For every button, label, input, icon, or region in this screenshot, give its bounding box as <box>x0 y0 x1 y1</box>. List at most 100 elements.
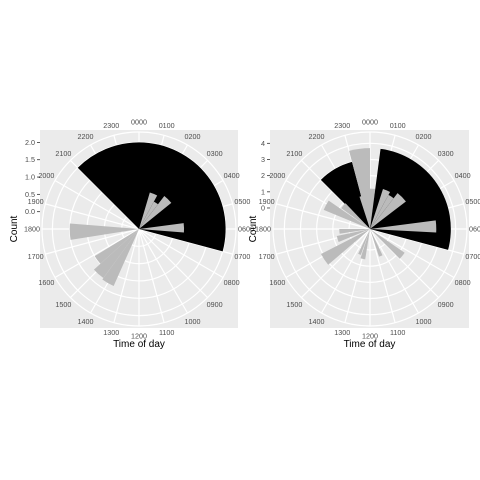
grid-spoke-15 <box>300 228 371 299</box>
hour-label-1100: 1100 <box>390 328 405 337</box>
bar-13 <box>336 229 370 242</box>
hour-label-2100: 2100 <box>55 149 71 158</box>
grid-spoke-13 <box>113 228 140 323</box>
bar-8 <box>370 229 405 259</box>
bar-7 <box>94 229 139 264</box>
grid-spoke-19 <box>276 203 371 230</box>
polar-panel-2: 0000 0100 0200 0300 0400 0500 0600 0700 0800 0900… <box>248 118 480 351</box>
hour-label-1800: 1800 <box>255 225 271 234</box>
hour-label-0900: 0900 <box>207 300 223 309</box>
grid-spoke-11 <box>138 228 165 323</box>
grid-spoke-19 <box>45 203 140 230</box>
hour-label-2100: 2100 <box>286 149 302 158</box>
grid-spoke-16 <box>54 228 140 279</box>
hour-label-0100: 0100 <box>159 121 175 130</box>
bar-2 <box>370 188 376 229</box>
y-tick-label-1: 0.5 <box>25 190 35 199</box>
hour-label-1200: 1200 <box>362 332 378 341</box>
hour-label-1900: 1900 <box>28 197 44 206</box>
y-tick-label-3: 3 <box>261 155 265 164</box>
bar-4 <box>139 223 185 233</box>
x-axis-title: Time of day <box>344 339 396 350</box>
hour-label-0300: 0300 <box>438 149 454 158</box>
bar-2 <box>139 201 158 229</box>
hour-label-2000: 2000 <box>269 171 285 180</box>
hour-label-1500: 1500 <box>55 300 71 309</box>
y-tick-label-0: 0 <box>261 203 265 212</box>
grid-spoke-10 <box>138 228 189 314</box>
hour-label-1000: 1000 <box>185 317 201 326</box>
hour-label-0800: 0800 <box>455 278 471 287</box>
bar-11 <box>358 229 370 255</box>
hour-label-1000: 1000 <box>416 317 432 326</box>
bar-15 <box>323 200 370 229</box>
grid-spoke-7 <box>369 228 464 255</box>
hour-label-1200: 1200 <box>131 332 147 341</box>
hour-label-1900: 1900 <box>259 197 275 206</box>
y-axis-title: Count <box>9 215 20 242</box>
y-tick-label-2: 2 <box>261 171 265 180</box>
bar-3 <box>139 196 172 229</box>
grid-spoke-10 <box>369 228 420 314</box>
bar-12 <box>321 229 370 265</box>
hour-label-0200: 0200 <box>416 132 432 141</box>
y-tick-label-4: 2.0 <box>25 138 35 147</box>
hour-label-0500: 0500 <box>465 197 480 206</box>
hour-label-1400: 1400 <box>78 317 94 326</box>
grid-spoke-14 <box>320 228 371 314</box>
hour-label-1700: 1700 <box>28 252 44 261</box>
hour-label-1600: 1600 <box>38 278 54 287</box>
hour-label-0700: 0700 <box>465 252 480 261</box>
hour-label-0800: 0800 <box>224 278 240 287</box>
hour-label-0000: 0000 <box>131 118 147 127</box>
hour-label-0900: 0900 <box>438 300 454 309</box>
bar-0 <box>320 161 370 229</box>
bar-9 <box>370 229 383 257</box>
hour-label-2300: 2300 <box>103 121 119 130</box>
hour-label-0600: 0600 <box>469 225 480 234</box>
bar-16 <box>341 203 370 229</box>
bar-5 <box>370 194 394 229</box>
hour-label-0300: 0300 <box>207 149 223 158</box>
grid-spoke-8 <box>138 228 224 279</box>
bar-5 <box>102 229 139 286</box>
hour-label-1300: 1300 <box>103 328 119 337</box>
y-tick-label-0: 0.0 <box>25 207 35 216</box>
hour-label-1800: 1800 <box>24 225 40 234</box>
grid-spoke-17 <box>45 228 140 255</box>
bar-7 <box>370 220 437 233</box>
grid-spoke-7 <box>138 228 233 255</box>
bar-6 <box>93 229 139 279</box>
hour-label-0400: 0400 <box>224 171 240 180</box>
hour-label-0100: 0100 <box>390 121 406 130</box>
bar-6 <box>370 193 406 229</box>
hour-label-2200: 2200 <box>309 132 325 141</box>
hour-label-2200: 2200 <box>78 132 94 141</box>
y-tick-label-2: 1.0 <box>25 173 35 182</box>
hour-label-1700: 1700 <box>259 252 275 261</box>
hour-label-1300: 1300 <box>334 328 350 337</box>
hour-label-1100: 1100 <box>159 328 174 337</box>
hour-label-1600: 1600 <box>269 278 285 287</box>
grid-spoke-8 <box>369 228 455 279</box>
bar-9 <box>77 142 139 229</box>
y-tick-label-1: 1 <box>261 187 265 196</box>
hour-label-2000: 2000 <box>38 171 54 180</box>
hour-label-0000: 0000 <box>362 118 378 127</box>
hour-label-0400: 0400 <box>455 171 471 180</box>
y-tick-label-3: 1.5 <box>25 155 35 164</box>
hour-label-0600: 0600 <box>238 225 254 234</box>
grid-spoke-20 <box>54 179 140 230</box>
bar-1 <box>139 192 158 229</box>
grid-spoke-11 <box>369 228 396 323</box>
grid-spoke-9 <box>138 228 209 299</box>
y-tick-label-4: 4 <box>261 139 265 148</box>
hour-label-2300: 2300 <box>334 121 350 130</box>
bar-8 <box>69 223 139 240</box>
bar-14 <box>339 229 370 234</box>
y-axis-title: Count <box>248 215 259 242</box>
bar-17 <box>359 195 370 229</box>
bar-0 <box>139 142 226 252</box>
bar-4 <box>370 189 391 229</box>
